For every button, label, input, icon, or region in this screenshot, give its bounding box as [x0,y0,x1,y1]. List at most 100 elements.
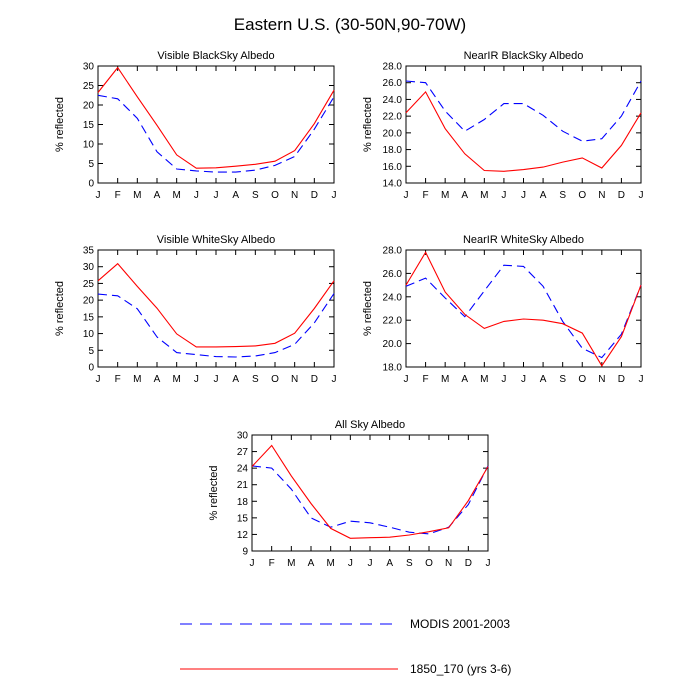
y-tick-label: 30 [237,431,249,442]
x-tick-label: J [521,374,526,385]
x-tick-label: J [639,190,644,201]
x-tick-label: M [172,374,180,385]
legend-label: MODIS 2001-2003 [410,617,510,631]
x-tick-label: N [291,374,298,385]
y-tick-label: 18 [237,497,249,508]
x-tick-label: D [465,558,472,569]
y-tick-label: 26.0 [383,78,403,89]
y-tick-label: 15 [83,312,95,323]
y-tick-label: 35 [83,246,95,257]
series-line-model [97,262,335,348]
series-line-modis [97,94,335,173]
x-tick-label: J [194,374,199,385]
x-tick-label: N [598,374,605,385]
legend: MODIS 2001-2003 1850_170 (yrs 3-6) [180,617,511,676]
x-tick-label: S [406,558,413,569]
x-tick-label: J [521,190,526,201]
x-tick-label: J [404,190,409,201]
y-tick-label: 14.0 [383,179,403,190]
x-tick-label: J [250,558,255,569]
figure-title: Eastern U.S. (30-50N,90-70W) [234,15,466,34]
series-line-model [97,66,335,169]
x-tick-label: F [115,374,121,385]
x-tick-label: J [194,190,199,201]
y-tick-label: 16.0 [383,162,403,173]
x-tick-label: M [133,190,141,201]
x-tick-label: J [214,190,219,201]
y-tick-label: 22.0 [383,112,403,123]
legend-entry: 1850_170 (yrs 3-6) [180,662,511,676]
x-tick-label: M [441,374,449,385]
x-tick-label: J [96,374,101,385]
y-tick-label: 0 [88,363,94,374]
x-tick-label: J [501,190,506,201]
chart-panel-4: NearIR WhiteSky Albedo 18.0 20.0 22.0 24.0 26… [362,234,644,385]
x-tick-label: M [133,374,141,385]
x-tick-label: A [540,190,547,201]
x-tick-label: A [308,558,315,569]
y-tick-label: 15 [237,513,249,524]
y-tick-label: 5 [88,346,94,357]
x-tick-label: J [96,190,101,201]
panel-title: Visible BlackSky Albedo [157,50,274,62]
y-tick-label: 20.0 [383,339,403,350]
y-tick-label: 20 [83,101,95,112]
y-tick-label: 18.0 [383,363,403,374]
x-tick-label: F [269,558,275,569]
legend-entry: MODIS 2001-2003 [180,617,510,631]
x-tick-label: O [271,190,279,201]
x-tick-label: M [287,558,295,569]
x-tick-label: J [486,558,491,569]
x-tick-label: J [332,374,337,385]
legend-label: 1850_170 (yrs 3-6) [410,662,511,676]
series-line-modis [405,264,642,359]
y-tick-label: 24.0 [383,292,403,303]
plot-frame [251,434,489,552]
series-line-model [405,90,642,172]
x-tick-label: J [348,558,353,569]
x-tick-label: A [232,190,239,201]
x-tick-label: M [441,190,449,201]
x-tick-label: A [154,374,161,385]
x-tick-label: N [445,558,452,569]
x-tick-label: S [559,374,566,385]
x-tick-label: A [154,190,161,201]
x-tick-label: N [598,190,605,201]
plot-frame [405,249,642,368]
x-tick-label: M [326,558,334,569]
x-tick-label: O [578,190,586,201]
y-tick-label: 22.0 [383,316,403,327]
y-tick-label: 0 [88,179,94,190]
y-tick-label: 9 [242,547,248,558]
y-tick-label: 30 [83,62,95,73]
panel-title: NearIR WhiteSky Albedo [463,234,584,246]
y-tick-label: 12 [237,530,249,541]
x-tick-label: J [639,374,644,385]
x-tick-label: A [232,374,239,385]
x-tick-label: A [386,558,393,569]
x-tick-label: D [311,374,318,385]
x-tick-label: S [252,190,259,201]
y-tick-label: 15 [83,120,95,131]
y-tick-label: 10 [83,329,95,340]
panel-title: Visible WhiteSky Albedo [157,234,275,246]
x-tick-label: J [404,374,409,385]
x-tick-label: D [618,190,625,201]
x-tick-label: N [291,190,298,201]
panel-title: All Sky Albedo [335,419,405,431]
y-tick-label: 18.0 [383,145,403,156]
x-tick-label: D [618,374,625,385]
y-tick-label: 26.0 [383,269,403,280]
y-tick-label: 28.0 [383,246,403,257]
series-line-modis [97,293,335,358]
y-tick-label: 10 [83,140,95,151]
y-tick-label: 24.0 [383,95,403,106]
x-tick-label: O [578,374,586,385]
x-tick-label: O [271,374,279,385]
y-tick-label: 28.0 [383,62,403,73]
y-tick-label: 30 [83,262,95,273]
